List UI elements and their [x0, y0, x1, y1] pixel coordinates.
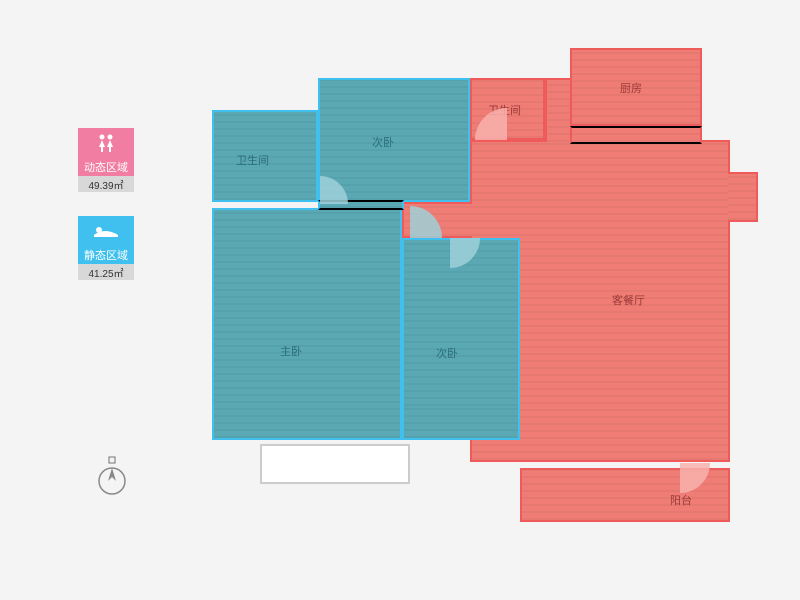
legend-static: 静态区域 41.25㎡	[78, 216, 134, 280]
label-balcony: 阳台	[670, 492, 692, 508]
room-bed2a	[318, 78, 470, 202]
room-master	[212, 208, 402, 440]
legend-dynamic-title: 动态区域	[78, 158, 134, 176]
legend-dynamic-value: 49.39㎡	[78, 176, 134, 192]
legend-dynamic: 动态区域 49.39㎡	[78, 128, 134, 192]
room-living-top	[570, 126, 702, 144]
label-bath2: 卫生间	[488, 102, 521, 118]
room-master-ext	[318, 200, 404, 210]
sleep-icon	[78, 216, 134, 246]
label-bed2b: 次卧	[436, 345, 458, 361]
room-balcony	[520, 468, 730, 522]
room-bed2b-ext	[402, 406, 520, 440]
room-living-ext	[545, 78, 572, 142]
room-bed2b	[402, 238, 520, 408]
legend-static-value: 41.25㎡	[78, 264, 134, 280]
room-right-bump	[728, 172, 758, 222]
legend-static-title: 静态区域	[78, 246, 134, 264]
label-master: 主卧	[280, 343, 302, 359]
label-bed2a: 次卧	[372, 134, 394, 150]
label-living: 客餐厅	[612, 292, 645, 308]
label-kitchen: 厨房	[620, 80, 642, 96]
label-bath1: 卫生间	[236, 152, 269, 168]
people-icon	[78, 128, 134, 158]
floor-plan-canvas: 厨房 卫生间 客餐厅 阳台 次卧 卫生间 主卧 次卧	[0, 0, 800, 600]
compass-icon	[95, 455, 129, 502]
room-hall	[402, 202, 472, 238]
balcony-outline	[260, 444, 410, 484]
